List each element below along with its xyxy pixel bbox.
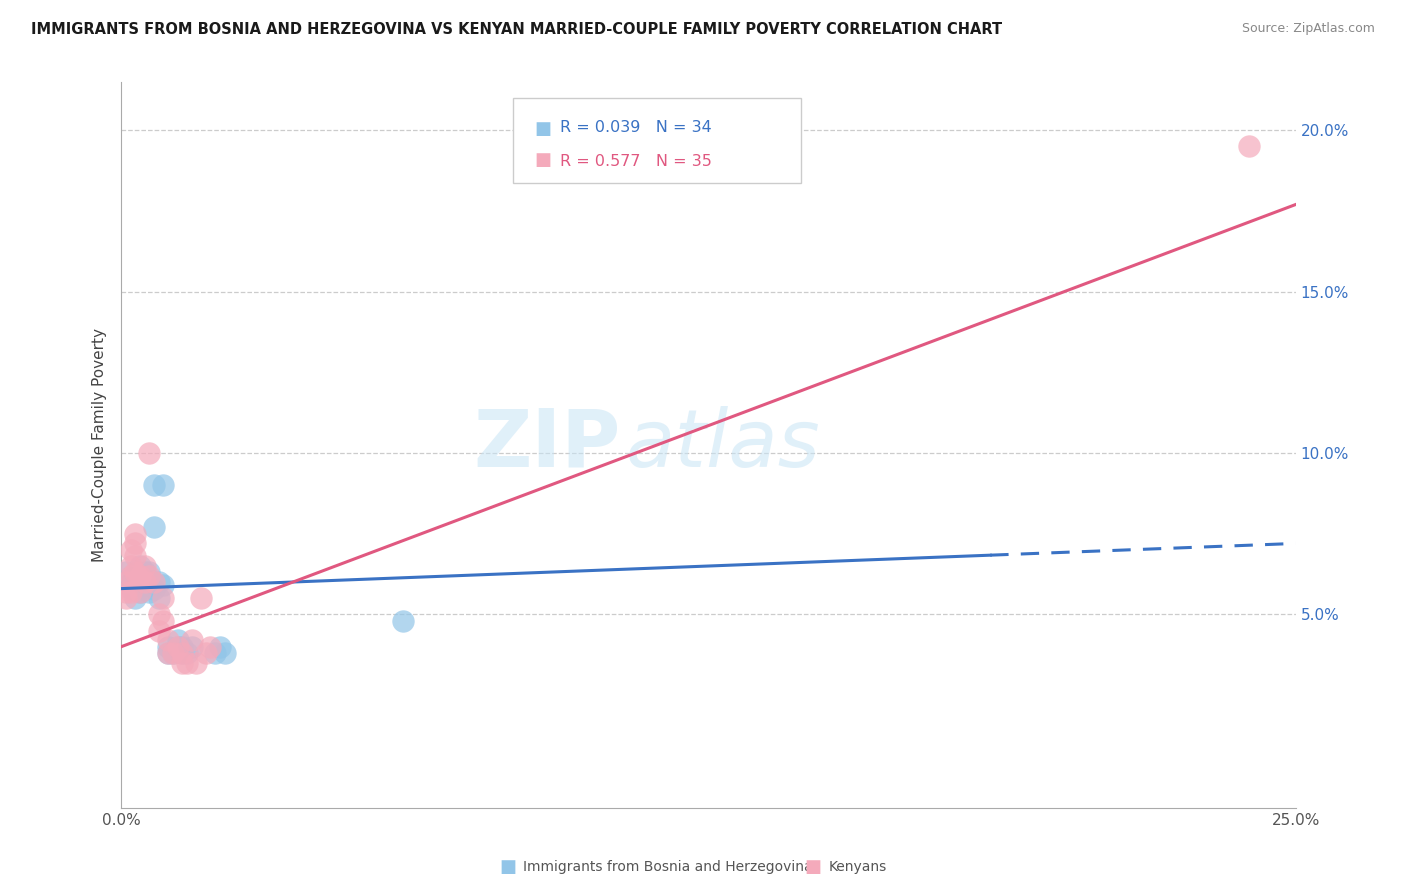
- Point: [162, 646, 184, 660]
- Point: [124, 526, 146, 541]
- Point: [134, 559, 156, 574]
- Point: [124, 549, 146, 564]
- Point: [172, 640, 194, 654]
- Point: [200, 640, 222, 654]
- Point: [120, 584, 142, 599]
- Point: [115, 584, 138, 599]
- Point: [194, 646, 217, 660]
- Point: [166, 633, 188, 648]
- Point: [138, 566, 160, 580]
- Point: [138, 568, 160, 582]
- Point: [176, 646, 198, 660]
- Point: [186, 656, 208, 670]
- Point: [148, 624, 170, 638]
- Point: [115, 575, 138, 590]
- Text: IMMIGRANTS FROM BOSNIA AND HERZEGOVINA VS KENYAN MARRIED-COUPLE FAMILY POVERTY C: IMMIGRANTS FROM BOSNIA AND HERZEGOVINA V…: [31, 22, 1002, 37]
- Point: [190, 591, 212, 606]
- Point: [148, 575, 170, 590]
- Point: [120, 542, 142, 557]
- Point: [129, 559, 152, 574]
- Text: Kenyans: Kenyans: [828, 860, 886, 874]
- Point: [124, 536, 146, 550]
- Point: [180, 640, 202, 654]
- Point: [157, 646, 180, 660]
- Point: [208, 640, 231, 654]
- Point: [129, 575, 152, 590]
- Point: [138, 584, 160, 599]
- Point: [134, 575, 156, 590]
- Text: R = 0.577   N = 35: R = 0.577 N = 35: [560, 154, 711, 169]
- Text: R = 0.039   N = 34: R = 0.039 N = 34: [560, 120, 711, 136]
- Point: [134, 566, 156, 580]
- Text: ■: ■: [804, 858, 821, 876]
- Text: ■: ■: [534, 120, 551, 138]
- Point: [172, 646, 194, 660]
- Point: [148, 607, 170, 622]
- Point: [148, 591, 170, 606]
- Point: [157, 633, 180, 648]
- Point: [129, 584, 152, 599]
- Point: [162, 646, 184, 660]
- Point: [180, 633, 202, 648]
- Point: [115, 591, 138, 606]
- Point: [166, 640, 188, 654]
- Point: [129, 584, 152, 599]
- Point: [143, 575, 166, 590]
- Text: Immigrants from Bosnia and Herzegovina: Immigrants from Bosnia and Herzegovina: [523, 860, 813, 874]
- Point: [392, 614, 415, 628]
- Point: [143, 582, 166, 596]
- Point: [124, 575, 146, 590]
- Point: [157, 640, 180, 654]
- Point: [143, 520, 166, 534]
- Point: [204, 646, 226, 660]
- Text: atlas: atlas: [626, 406, 821, 484]
- Text: Source: ZipAtlas.com: Source: ZipAtlas.com: [1241, 22, 1375, 36]
- Point: [115, 566, 138, 580]
- Point: [152, 614, 174, 628]
- Text: ZIP: ZIP: [472, 406, 620, 484]
- Text: ■: ■: [534, 152, 551, 169]
- Point: [143, 478, 166, 492]
- Point: [134, 578, 156, 592]
- Point: [129, 568, 152, 582]
- Point: [124, 566, 146, 580]
- Point: [120, 568, 142, 582]
- Point: [120, 575, 142, 590]
- Point: [172, 656, 194, 670]
- Point: [176, 656, 198, 670]
- Point: [214, 646, 236, 660]
- Point: [166, 640, 188, 654]
- Point: [152, 591, 174, 606]
- Point: [172, 646, 194, 660]
- Point: [157, 646, 180, 660]
- Point: [138, 578, 160, 592]
- Point: [1237, 139, 1260, 153]
- Point: [152, 478, 174, 492]
- Point: [124, 568, 146, 582]
- Point: [120, 559, 142, 574]
- Text: ■: ■: [499, 858, 516, 876]
- Point: [120, 582, 142, 596]
- Point: [152, 578, 174, 592]
- Point: [138, 446, 160, 460]
- Point: [124, 591, 146, 606]
- Y-axis label: Married-Couple Family Poverty: Married-Couple Family Poverty: [93, 328, 107, 562]
